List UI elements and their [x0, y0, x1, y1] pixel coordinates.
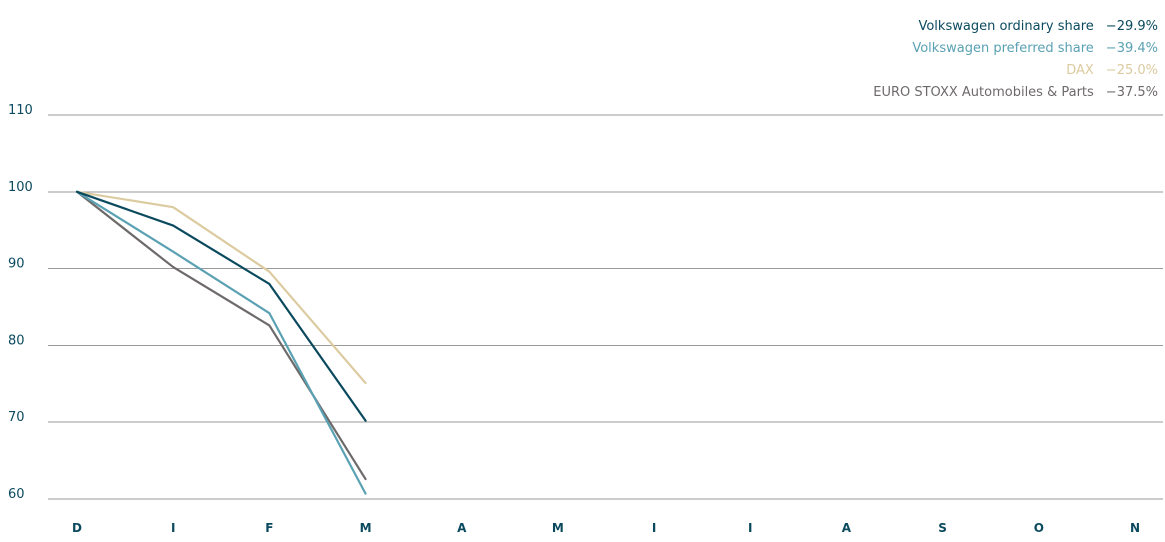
- legend-change: −25.0%: [1105, 63, 1158, 78]
- legend-item-vw-preferred: Volkswagen preferred share −39.4%: [873, 38, 1158, 60]
- x-tick-label: D: [72, 521, 82, 535]
- legend: Volkswagen ordinary share −29.9% Volkswa…: [873, 16, 1158, 104]
- y-tick-label: 60: [8, 487, 25, 502]
- legend-change: −39.4%: [1105, 41, 1158, 56]
- y-tick-label: 110: [8, 103, 33, 118]
- series-line: [75, 190, 367, 385]
- x-tick-label: N: [1130, 521, 1140, 535]
- x-tick-label: M: [552, 521, 564, 535]
- legend-label: Volkswagen ordinary share: [918, 19, 1094, 34]
- legend-label: Volkswagen preferred share: [912, 41, 1094, 56]
- x-tick-label: I: [748, 521, 752, 535]
- legend-item-vw-ordinary: Volkswagen ordinary share −29.9%: [873, 16, 1158, 38]
- legend-change: −37.5%: [1105, 85, 1158, 100]
- y-tick-label: 100: [8, 180, 33, 195]
- x-tick-label: I: [652, 521, 656, 535]
- y-tick-label: 80: [8, 333, 25, 348]
- x-tick-label: I: [171, 521, 175, 535]
- series-line: [75, 190, 367, 495]
- x-tick-label: A: [842, 521, 852, 535]
- series-line: [75, 190, 367, 422]
- y-tick-label: 70: [8, 410, 25, 425]
- x-tick-label: S: [938, 521, 947, 535]
- legend-item-euro-stoxx: EURO STOXX Automobiles & Parts −37.5%: [873, 82, 1158, 104]
- legend-label: EURO STOXX Automobiles & Parts: [873, 85, 1094, 100]
- y-tick-label: 90: [8, 257, 25, 272]
- legend-change: −29.9%: [1105, 19, 1158, 34]
- legend-item-dax: DAX −25.0%: [873, 60, 1158, 82]
- series-line: [75, 190, 367, 481]
- legend-label: DAX: [1066, 63, 1094, 78]
- x-tick-label: A: [457, 521, 467, 535]
- x-tick-label: M: [360, 521, 372, 535]
- x-tick-label: O: [1034, 521, 1044, 535]
- x-tick-label: F: [265, 521, 273, 535]
